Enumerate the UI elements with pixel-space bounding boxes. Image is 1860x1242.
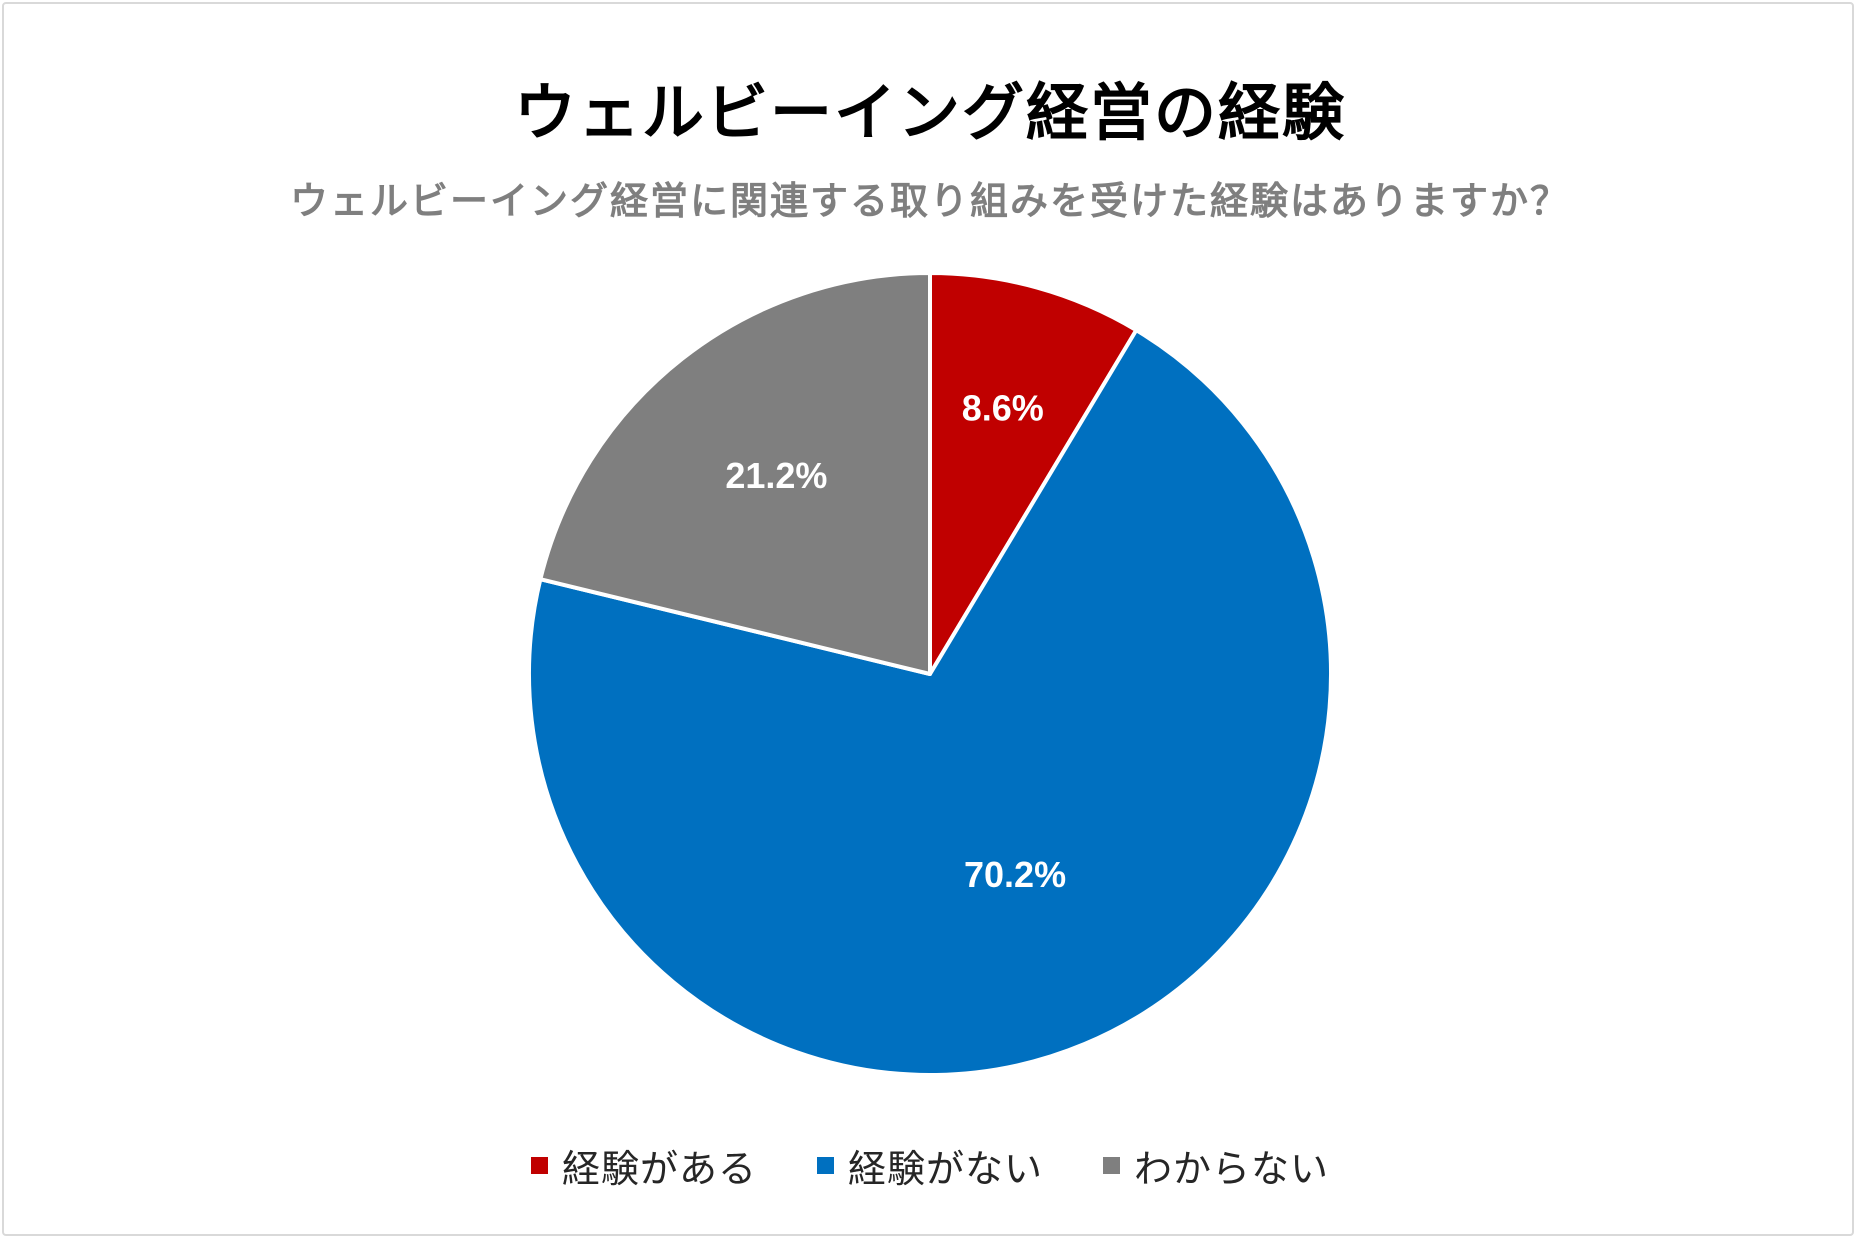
legend-item: 経験がない <box>816 1138 1043 1193</box>
pie-slice <box>928 271 1139 676</box>
legend-item: 経験がある <box>530 1138 757 1193</box>
slice-data-label: 70.2% <box>964 854 1066 895</box>
chart-subtitle: ウェルビーイング経営に関連する取り組みを受けた経験はありますか？ <box>289 179 1570 223</box>
legend-swatch <box>530 1157 548 1174</box>
chart-legend: 経験がある 経験がない わからない <box>0 1138 1860 1193</box>
slice-data-label: 21.2% <box>725 455 827 496</box>
legend-label: 経験がある <box>561 1147 757 1191</box>
legend-label: 経験がない <box>847 1147 1043 1191</box>
legend-label: わからない <box>1134 1147 1330 1191</box>
pie-slice <box>527 328 1333 1077</box>
legend-item: わからない <box>1103 1138 1329 1193</box>
chart-title: ウェルビーイング経営の経験 <box>513 76 1346 149</box>
slice-data-label: 8.6% <box>962 388 1044 429</box>
pie-slice <box>538 271 932 676</box>
legend-swatch <box>1103 1157 1120 1174</box>
legend-swatch <box>816 1157 834 1174</box>
